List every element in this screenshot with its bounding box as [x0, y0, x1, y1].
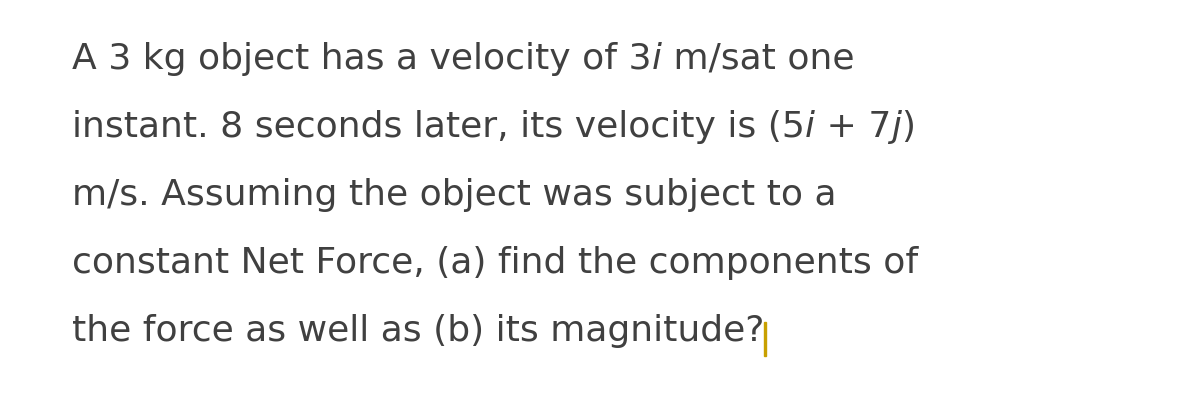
- Text: the force as well as (b) its magnitude?: the force as well as (b) its magnitude?: [72, 314, 764, 348]
- Text: m/s. Assuming the object was subject to a: m/s. Assuming the object was subject to …: [72, 178, 836, 212]
- Text: + 7: + 7: [815, 110, 892, 144]
- Text: constant Net Force, (a) find the components of: constant Net Force, (a) find the compone…: [72, 246, 918, 280]
- Text: j: j: [892, 110, 901, 144]
- Text: i: i: [652, 42, 661, 76]
- Text: A 3 kg object has a velocity of 3: A 3 kg object has a velocity of 3: [72, 42, 652, 76]
- Text: i: i: [805, 110, 815, 144]
- Text: instant. 8 seconds later, its velocity is (5: instant. 8 seconds later, its velocity i…: [72, 110, 805, 144]
- Text: m/sat one: m/sat one: [661, 42, 854, 76]
- Text: ): ): [901, 110, 916, 144]
